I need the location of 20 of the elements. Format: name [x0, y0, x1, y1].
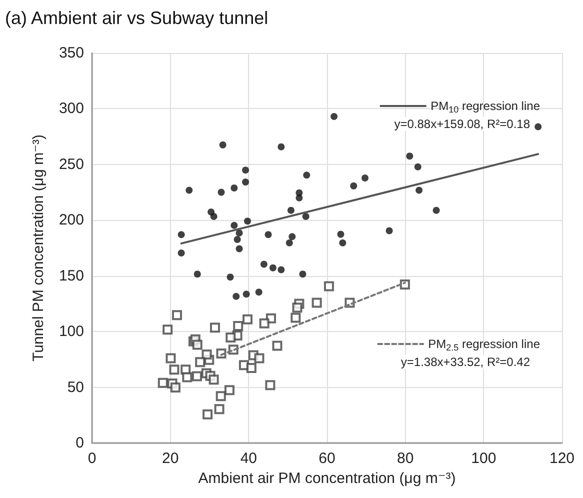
annotation: y=0.88x+159.08, R²=0.18 — [394, 117, 530, 131]
y-tick-label: 100 — [58, 323, 84, 340]
y-tick-label: 150 — [58, 267, 84, 284]
y-tick-label: 50 — [67, 378, 84, 396]
x-tick-label: 80 — [396, 450, 414, 467]
y-tick-label: 0 — [76, 434, 84, 452]
x-axis-title: Ambient air PM concentration (μg m⁻³) — [198, 470, 456, 487]
y-tick-label: 350 — [58, 44, 84, 62]
x-tick-label: 40 — [240, 450, 258, 467]
y-tick-label: 300 — [58, 100, 84, 118]
annotation: y=1.38x+33.52, R²=0.42 — [400, 355, 530, 369]
x-tick-label: 0 — [88, 450, 96, 467]
chart-title: (a) Ambient air vs Subway tunnel — [5, 8, 268, 28]
y-tick-label: 200 — [58, 212, 84, 229]
y-tick-label: 250 — [58, 156, 84, 173]
x-tick-label: 20 — [162, 450, 179, 467]
x-tick-label: 120 — [549, 450, 575, 467]
x-tick-label: 100 — [471, 450, 496, 467]
y-axis-title: Tunnel PM concentration (μg m⁻³) — [30, 134, 47, 362]
x-tick-label: 60 — [318, 450, 336, 467]
